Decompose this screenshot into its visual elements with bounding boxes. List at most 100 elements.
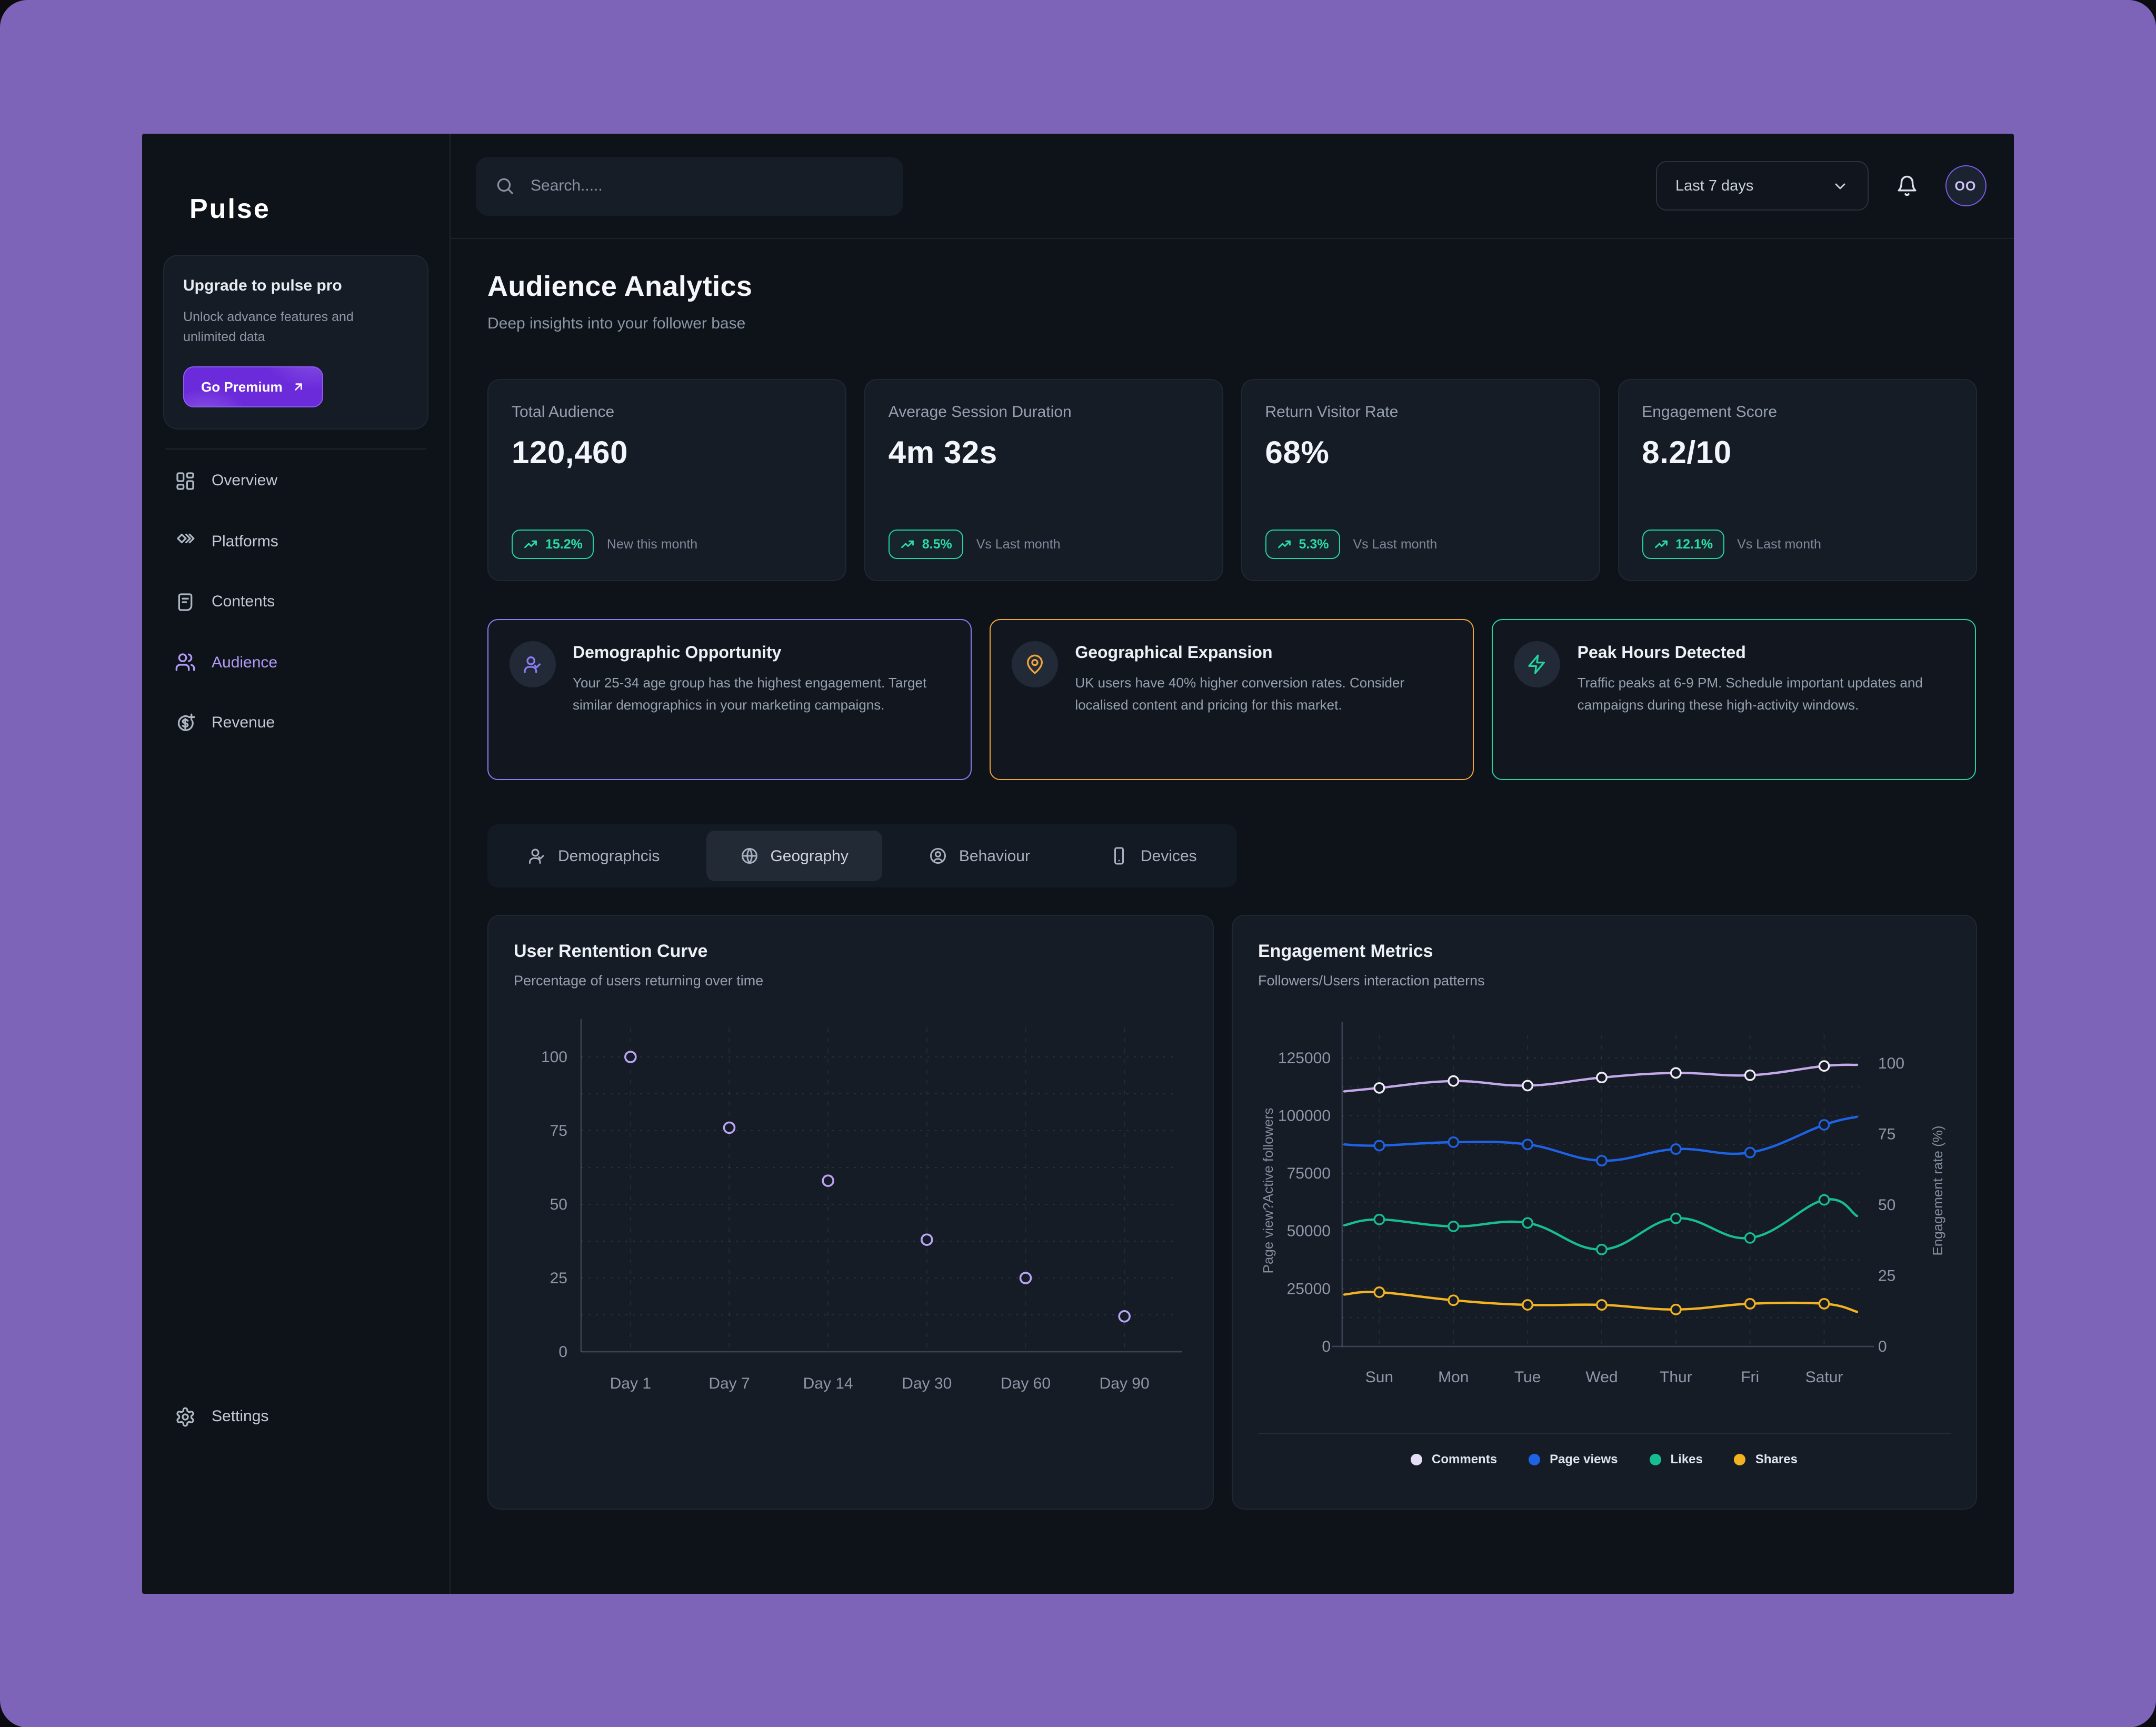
- svg-text:Day 1: Day 1: [610, 1375, 651, 1392]
- topbar: Last 7 days OO: [451, 134, 2013, 239]
- go-premium-button[interactable]: Go Premium: [183, 366, 324, 407]
- notifications-bell-icon[interactable]: [1895, 175, 1918, 197]
- svg-text:Mon: Mon: [1438, 1369, 1469, 1386]
- circle-user-icon: [929, 846, 947, 865]
- delta-badge: 5.3%: [1265, 530, 1341, 559]
- stat-label: Engagement Score: [1642, 403, 1778, 421]
- sidebar-item-platforms[interactable]: Platforms: [163, 518, 428, 564]
- tab-demographics[interactable]: Demographcis: [494, 831, 693, 881]
- stat-label: Total Audience: [512, 403, 615, 421]
- sidebar-item-overview[interactable]: Overview: [163, 457, 428, 504]
- insight-body: Traffic peaks at 6-9 PM. Schedule import…: [1577, 675, 1923, 713]
- stat-value: 120,460: [512, 436, 628, 471]
- upgrade-body: Unlock advance features and unlimited da…: [183, 310, 354, 344]
- svg-text:100: 100: [541, 1049, 567, 1066]
- stat-label: Return Visitor Rate: [1265, 403, 1399, 421]
- svg-text:Sun: Sun: [1365, 1369, 1393, 1386]
- go-premium-label: Go Premium: [201, 378, 283, 394]
- avatar[interactable]: OO: [1945, 165, 1986, 206]
- svg-text:25000: 25000: [1287, 1280, 1331, 1297]
- svg-text:Wed: Wed: [1585, 1369, 1618, 1386]
- trending-up-icon: [1653, 537, 1668, 552]
- search-input[interactable]: [528, 176, 884, 196]
- svg-text:75: 75: [550, 1122, 567, 1140]
- trending-up-icon: [1277, 537, 1292, 552]
- delta-badge: 8.5%: [888, 530, 964, 559]
- date-range-value: Last 7 days: [1675, 177, 1754, 194]
- page-subtitle: Deep insights into your follower base: [487, 315, 746, 333]
- search-box[interactable]: [476, 156, 903, 215]
- tab-geography[interactable]: Geography: [706, 831, 882, 881]
- legend-item-page-views: Page views: [1529, 1452, 1618, 1466]
- insight-card-demographic: Demographic Opportunity Your 25-34 age g…: [487, 619, 972, 780]
- sidebar-item-audience[interactable]: Audience: [163, 639, 428, 685]
- sidebar-item-contents[interactable]: Contents: [163, 578, 428, 625]
- upgrade-card: Upgrade to pulse pro Unlock advance feat…: [163, 255, 428, 429]
- legend-dot: [1649, 1453, 1661, 1465]
- sidebar-item-label: Contents: [212, 593, 275, 611]
- zap-icon: [1514, 641, 1561, 687]
- stat-card-return-visitor-rate: Return Visitor Rate 68% 5.3% Vs Last mon…: [1241, 379, 1600, 581]
- trending-up-icon: [900, 537, 915, 552]
- delta-badge: 15.2%: [512, 530, 594, 559]
- svg-text:50000: 50000: [1287, 1223, 1331, 1240]
- engagement-chart-card: Engagement Metrics Followers/Users inter…: [1232, 915, 1977, 1510]
- dashboard-grid-icon: [175, 470, 196, 491]
- stat-value: 4m 32s: [888, 436, 997, 471]
- svg-text:75: 75: [1878, 1125, 1895, 1143]
- insight-title: Peak Hours Detected: [1577, 644, 1746, 662]
- svg-text:75000: 75000: [1287, 1165, 1331, 1182]
- avatar-initials: OO: [1954, 178, 1977, 193]
- main-area: Last 7 days OO Audience Analytics Deep: [451, 134, 2013, 1593]
- smartphone-icon: [1110, 846, 1129, 865]
- engagement-line-chart: 0 25000 50000 75000 100000 125000 0 25 50 75 100 Su…: [1260, 1022, 1945, 1386]
- svg-text:100000: 100000: [1278, 1107, 1331, 1124]
- tab-devices[interactable]: Devices: [1076, 831, 1231, 881]
- legend-dot: [1734, 1453, 1746, 1465]
- svg-text:Engagement rate (%): Engagement rate (%): [1930, 1125, 1945, 1255]
- svg-text:Day 30: Day 30: [902, 1375, 952, 1392]
- legend-item-shares: Shares: [1734, 1452, 1798, 1466]
- svg-text:Fri: Fri: [1741, 1369, 1759, 1386]
- topbar-actions: Last 7 days OO: [1655, 161, 1986, 211]
- tab-label: Geography: [770, 847, 849, 865]
- sidebar-item-revenue[interactable]: Revenue: [163, 700, 428, 746]
- stat-caption: Vs Last month: [1353, 537, 1438, 552]
- tab-label: Behaviour: [959, 847, 1030, 865]
- svg-text:Day 7: Day 7: [708, 1375, 750, 1392]
- globe-icon: [740, 846, 758, 865]
- platforms-icon: [175, 531, 196, 552]
- trending-up-icon: [523, 537, 538, 552]
- stat-caption: New this month: [606, 537, 698, 552]
- tab-behaviour[interactable]: Behaviour: [895, 831, 1064, 881]
- sidebar-item-label: Overview: [212, 472, 278, 490]
- retention-scatter-chart: 0 25 50 75 100 Day 1 Day 7 Day 14 Day 30 Day 60 Da…: [541, 1019, 1182, 1392]
- stat-card-total-audience: Total Audience 120,460 15.2% New this mo…: [487, 379, 846, 581]
- user-check-icon: [527, 846, 546, 865]
- app-logo: Pulse: [189, 193, 271, 224]
- legend-item-comments: Comments: [1411, 1452, 1497, 1466]
- sidebar-nav: Overview Platforms Contents: [163, 457, 428, 760]
- dollar-circle-icon: [175, 712, 196, 733]
- insight-card-peak-hours: Peak Hours Detected Traffic peaks at 6-9…: [1492, 619, 1977, 780]
- chart-subtitle: Percentage of users returning over time: [514, 973, 764, 989]
- date-range-select[interactable]: Last 7 days: [1655, 161, 1868, 211]
- sidebar-item-label: Audience: [212, 653, 278, 671]
- chart-title: User Rentention Curve: [514, 941, 708, 961]
- svg-text:Day 90: Day 90: [1100, 1375, 1150, 1392]
- chart-legend: Comments Page views Likes: [1258, 1433, 1950, 1466]
- svg-text:Day 60: Day 60: [1001, 1375, 1051, 1392]
- upgrade-title: Upgrade to pulse pro: [183, 277, 342, 295]
- sidebar-item-label: Revenue: [212, 714, 275, 732]
- page-title: Audience Analytics: [487, 271, 753, 302]
- svg-text:Satur: Satur: [1805, 1369, 1843, 1386]
- legend-item-likes: Likes: [1649, 1452, 1703, 1466]
- search-icon: [495, 176, 515, 196]
- arrow-up-right-icon: [292, 380, 306, 393]
- legend-dot: [1529, 1453, 1541, 1465]
- sidebar-item-label: Platforms: [212, 532, 278, 550]
- sidebar-item-settings[interactable]: Settings: [163, 1393, 428, 1440]
- svg-text:Tue: Tue: [1514, 1369, 1541, 1386]
- chevron-down-icon: [1831, 177, 1848, 194]
